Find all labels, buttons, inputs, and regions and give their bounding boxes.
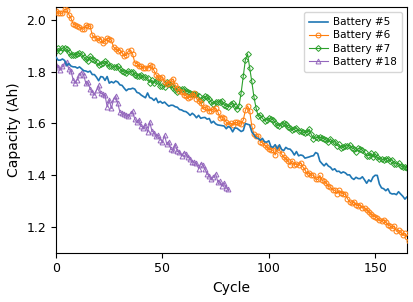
Battery #7 xyxy=(257,114,262,117)
Battery #7 xyxy=(338,147,343,150)
Line: Battery #5: Battery #5 xyxy=(56,57,411,202)
Battery #5 xyxy=(255,137,260,140)
Battery #6 xyxy=(119,51,124,54)
Line: Battery #6: Battery #6 xyxy=(54,7,413,243)
Battery #5 xyxy=(408,200,413,204)
Battery #18 xyxy=(225,188,230,191)
Battery #18 xyxy=(104,105,109,109)
Battery #7 xyxy=(408,165,413,169)
Battery #18 xyxy=(136,118,141,121)
Battery #6 xyxy=(176,89,181,92)
Battery #6 xyxy=(54,9,59,12)
Battery #18 xyxy=(54,63,59,66)
Battery #7 xyxy=(263,118,268,121)
Battery #5 xyxy=(261,140,266,144)
Battery #7 xyxy=(157,84,162,88)
Battery #6 xyxy=(257,140,262,143)
Battery #7 xyxy=(176,87,181,91)
Battery #6 xyxy=(408,237,413,240)
Battery #5 xyxy=(174,105,179,109)
Battery #6 xyxy=(263,145,268,149)
Battery #18 xyxy=(189,160,194,164)
Battery #7 xyxy=(404,166,408,170)
Y-axis label: Capacity (Ah): Capacity (Ah) xyxy=(7,82,21,177)
Line: Battery #7: Battery #7 xyxy=(54,46,413,170)
Battery #6 xyxy=(157,77,162,80)
Battery #5 xyxy=(117,83,122,87)
Line: Battery #18: Battery #18 xyxy=(54,60,230,192)
Battery #7 xyxy=(119,69,124,73)
Battery #7 xyxy=(54,49,59,53)
Battery #18 xyxy=(96,83,101,87)
Battery #18 xyxy=(102,94,107,97)
Battery #6 xyxy=(62,8,67,11)
Battery #5 xyxy=(155,101,160,104)
Battery #6 xyxy=(406,239,411,243)
X-axis label: Cycle: Cycle xyxy=(212,281,250,295)
Legend: Battery #5, Battery #6, Battery #7, Battery #18: Battery #5, Battery #6, Battery #7, Batt… xyxy=(303,12,401,72)
Battery #5 xyxy=(54,56,59,59)
Battery #18 xyxy=(64,60,69,64)
Battery #18 xyxy=(194,162,199,165)
Battery #6 xyxy=(338,191,343,194)
Battery #7 xyxy=(60,46,65,50)
Battery #5 xyxy=(336,169,341,173)
